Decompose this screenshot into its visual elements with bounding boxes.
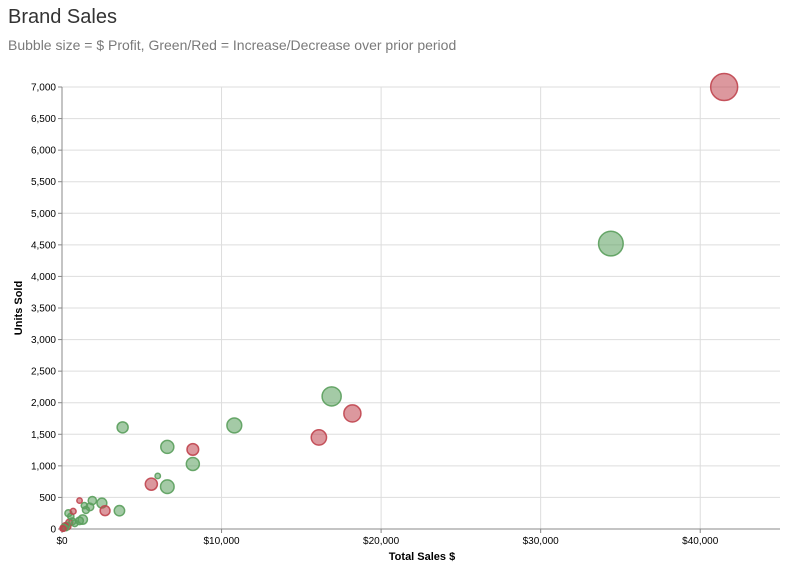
data-point-bubble[interactable]	[116, 421, 129, 434]
data-point-bubble[interactable]	[59, 525, 67, 533]
y-tick-label: 4,000	[31, 272, 56, 283]
x-tick-label: $20,000	[363, 536, 400, 547]
y-tick-label: 1,500	[31, 430, 56, 441]
data-point-bubble[interactable]	[343, 404, 362, 423]
x-tick-label: $0	[56, 536, 68, 547]
y-tick-label: 3,500	[31, 304, 56, 315]
axes: 0 500 1,000 1,500 2,000 2,500 3,000 3,500 4,000 4…	[31, 83, 780, 547]
data-point-bubble[interactable]	[154, 472, 162, 480]
x-tick-label: $10,000	[203, 536, 240, 547]
data-point-bubble[interactable]	[80, 501, 89, 510]
data-point-bubble[interactable]	[69, 507, 77, 515]
y-tick-label: 5,500	[31, 177, 56, 188]
y-tick-label: 6,000	[31, 146, 56, 157]
data-point-bubble[interactable]	[185, 456, 201, 472]
bubbles	[59, 72, 739, 533]
data-point-bubble[interactable]	[144, 477, 159, 491]
chart-subtitle: Bubble size = $ Profit, Green/Red = Incr…	[8, 37, 457, 53]
x-tick-label: $30,000	[523, 536, 560, 547]
y-tick-label: 2,000	[31, 398, 56, 409]
data-point-bubble[interactable]	[310, 429, 328, 446]
data-point-bubble[interactable]	[159, 479, 175, 495]
y-tick-label: 500	[39, 493, 56, 504]
y-tick-label: 4,500	[31, 240, 56, 251]
chart-title: Brand Sales	[8, 6, 117, 28]
y-tick-label: 3,000	[31, 335, 56, 346]
x-tick-label: $40,000	[682, 536, 719, 547]
data-point-bubble[interactable]	[186, 442, 200, 457]
gridlines	[61, 86, 780, 530]
y-tick-label: 0	[50, 525, 56, 536]
y-tick-label: 2,500	[31, 367, 56, 378]
data-point-bubble[interactable]	[113, 504, 126, 517]
data-point-bubble[interactable]	[99, 505, 111, 517]
x-axis-title: Total Sales $	[389, 551, 455, 563]
y-tick-label: 1,000	[31, 461, 56, 472]
data-point-bubble[interactable]	[70, 519, 79, 528]
data-point-bubble[interactable]	[226, 417, 243, 434]
y-tick-label: 5,000	[31, 209, 56, 220]
data-point-bubble[interactable]	[597, 230, 624, 257]
y-tick-label: 7,000	[31, 83, 56, 94]
y-tick-label: 6,500	[31, 114, 56, 125]
data-point-bubble[interactable]	[709, 72, 739, 102]
data-point-bubble[interactable]	[160, 439, 175, 455]
data-point-bubble[interactable]	[76, 497, 84, 505]
data-point-bubble[interactable]	[321, 386, 342, 407]
y-axis-title: Units Sold	[13, 281, 25, 335]
